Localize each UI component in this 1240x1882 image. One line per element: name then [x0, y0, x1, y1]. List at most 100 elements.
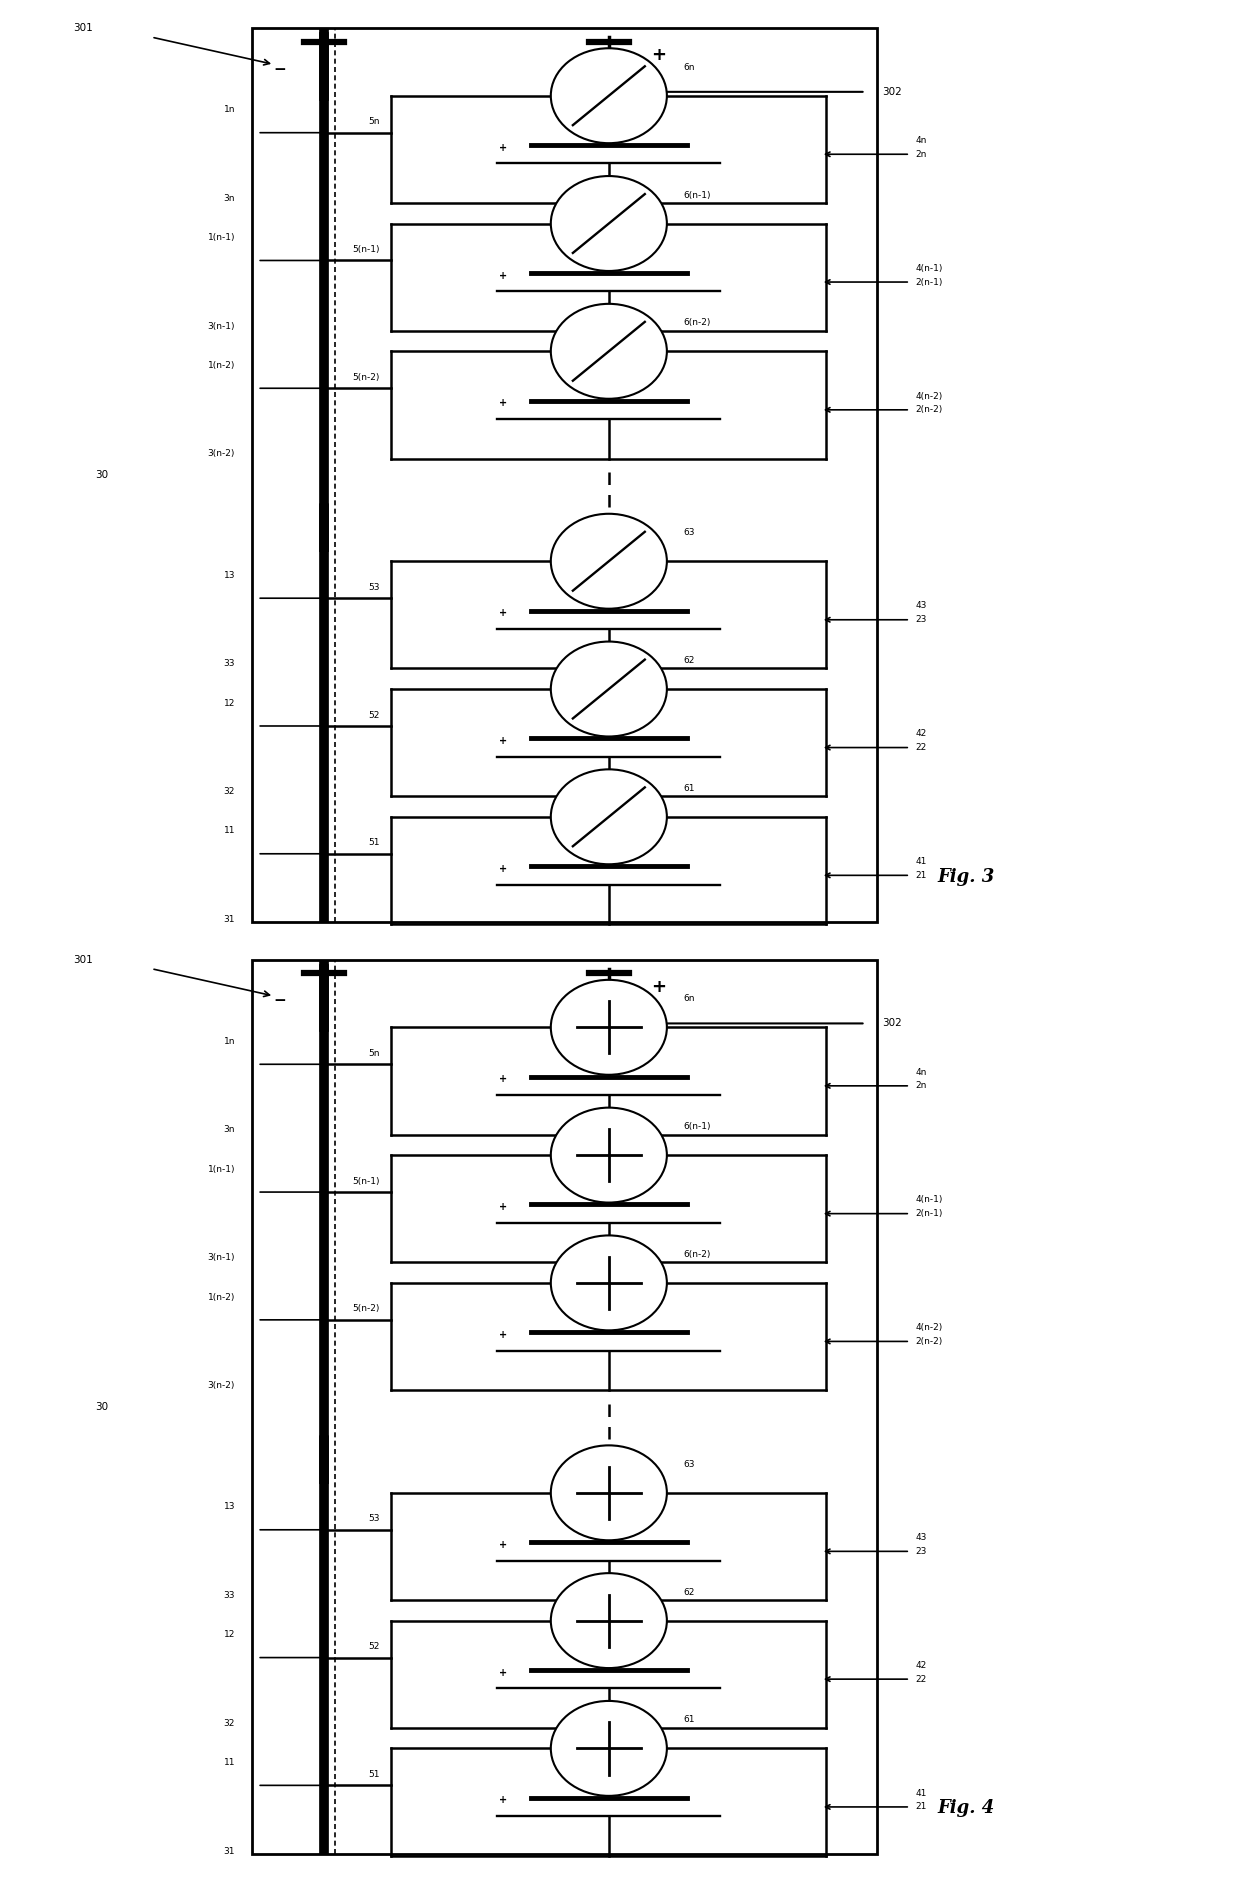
Text: 4n: 4n: [915, 136, 928, 145]
Text: 6n: 6n: [683, 994, 696, 1003]
Text: 22: 22: [915, 1675, 928, 1684]
Text: 21: 21: [915, 871, 928, 881]
Circle shape: [551, 1235, 667, 1331]
Text: +: +: [498, 1331, 507, 1340]
Circle shape: [551, 49, 667, 143]
Text: Fig. 3: Fig. 3: [937, 868, 994, 886]
Text: 5n: 5n: [368, 117, 379, 126]
Text: 23: 23: [915, 615, 928, 625]
Text: 2(n-2): 2(n-2): [915, 1336, 942, 1346]
Text: 2n: 2n: [915, 151, 928, 158]
Circle shape: [551, 642, 667, 736]
Text: −: −: [273, 62, 286, 77]
Text: 3(n-2): 3(n-2): [207, 1381, 234, 1391]
Text: 1(n-2): 1(n-2): [207, 1293, 234, 1302]
Text: 2(n-2): 2(n-2): [915, 405, 942, 414]
Text: 1(n-1): 1(n-1): [207, 1165, 234, 1174]
Text: +: +: [498, 1795, 507, 1805]
Text: +: +: [498, 1075, 507, 1084]
Circle shape: [551, 981, 667, 1075]
Text: 63: 63: [683, 529, 696, 536]
Text: 12: 12: [223, 1630, 234, 1639]
Text: 61: 61: [683, 1715, 696, 1724]
Text: +: +: [651, 47, 667, 64]
Text: 33: 33: [223, 659, 234, 668]
Text: 5(n-1): 5(n-1): [352, 245, 379, 254]
Text: 43: 43: [915, 602, 928, 610]
Text: 13: 13: [223, 1502, 234, 1511]
Circle shape: [551, 177, 667, 271]
Text: 51: 51: [368, 1769, 379, 1778]
Text: +: +: [498, 736, 507, 745]
Circle shape: [551, 1445, 667, 1539]
Text: 63: 63: [683, 1460, 696, 1468]
Text: 4(n-2): 4(n-2): [915, 391, 942, 401]
Text: 1(n-2): 1(n-2): [207, 361, 234, 371]
Text: 12: 12: [223, 698, 234, 708]
Text: 4(n-1): 4(n-1): [915, 1195, 944, 1204]
Circle shape: [551, 1701, 667, 1795]
Text: 1n: 1n: [223, 105, 234, 115]
Text: 6(n-1): 6(n-1): [683, 190, 711, 199]
Text: +: +: [498, 1203, 507, 1212]
Text: 42: 42: [915, 728, 928, 738]
Text: 52: 52: [368, 1643, 379, 1651]
Text: 4n: 4n: [915, 1067, 928, 1077]
Text: 41: 41: [915, 856, 928, 866]
Text: 32: 32: [223, 787, 234, 796]
Text: 5(n-2): 5(n-2): [352, 1304, 379, 1314]
Text: 33: 33: [223, 1590, 234, 1600]
Text: 3(n-2): 3(n-2): [207, 450, 234, 459]
Text: Fig. 4: Fig. 4: [937, 1799, 994, 1818]
Text: 41: 41: [915, 1788, 928, 1797]
Text: 3n: 3n: [223, 194, 234, 203]
Text: 2(n-1): 2(n-1): [915, 1208, 944, 1218]
Text: 5(n-1): 5(n-1): [352, 1176, 379, 1186]
Text: 22: 22: [915, 743, 928, 753]
Text: 23: 23: [915, 1547, 928, 1556]
Text: 2n: 2n: [915, 1082, 928, 1090]
Text: 31: 31: [223, 1846, 234, 1856]
Text: +: +: [651, 979, 667, 996]
Text: +: +: [498, 608, 507, 619]
Text: 6(n-1): 6(n-1): [683, 1122, 711, 1131]
Text: 30: 30: [95, 1402, 109, 1412]
Text: 53: 53: [368, 1515, 379, 1523]
Text: +: +: [498, 864, 507, 873]
Text: 2(n-1): 2(n-1): [915, 277, 944, 286]
Text: 301: 301: [73, 23, 93, 34]
Text: 32: 32: [223, 1718, 234, 1728]
Text: 30: 30: [95, 470, 109, 480]
Text: 52: 52: [368, 711, 379, 719]
Circle shape: [551, 770, 667, 864]
Bar: [252, 28, 877, 922]
Circle shape: [551, 303, 667, 399]
Text: 3(n-1): 3(n-1): [207, 322, 234, 331]
Text: 6n: 6n: [683, 62, 696, 72]
Text: 11: 11: [223, 1758, 234, 1767]
Text: 3(n-1): 3(n-1): [207, 1253, 234, 1263]
Text: 4(n-1): 4(n-1): [915, 263, 944, 273]
Text: 301: 301: [73, 954, 93, 965]
Text: 53: 53: [368, 583, 379, 591]
Circle shape: [551, 514, 667, 608]
Text: 43: 43: [915, 1534, 928, 1541]
Text: +: +: [498, 1539, 507, 1551]
Text: 5(n-2): 5(n-2): [352, 373, 379, 382]
Text: 11: 11: [223, 826, 234, 836]
Text: 42: 42: [915, 1660, 928, 1669]
Text: 62: 62: [683, 1588, 694, 1596]
Text: +: +: [498, 1667, 507, 1677]
Text: 61: 61: [683, 783, 696, 792]
Text: 1(n-1): 1(n-1): [207, 233, 234, 243]
Text: 302: 302: [883, 1018, 901, 1028]
Text: 13: 13: [223, 570, 234, 580]
Circle shape: [551, 1573, 667, 1667]
Text: 6(n-2): 6(n-2): [683, 318, 711, 327]
Text: 4(n-2): 4(n-2): [915, 1323, 942, 1332]
Bar: [252, 960, 877, 1854]
Text: −: −: [273, 994, 286, 1009]
Text: 21: 21: [915, 1803, 928, 1812]
Text: +: +: [498, 399, 507, 408]
Text: 51: 51: [368, 837, 379, 847]
